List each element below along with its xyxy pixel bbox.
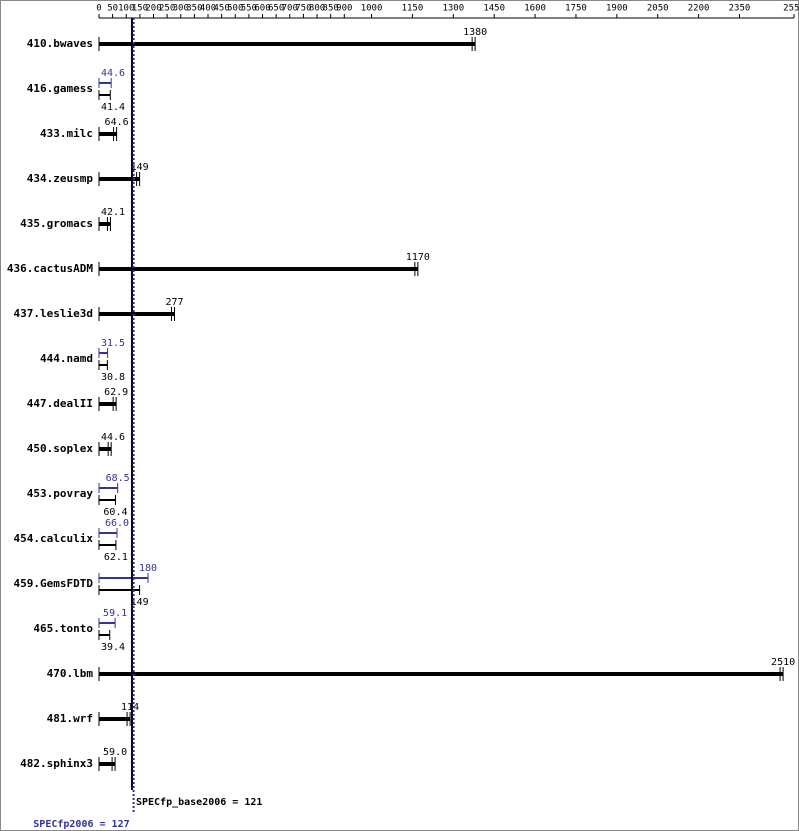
category-label: 447.dealII [27, 397, 93, 410]
x-tick-label: 700 [282, 4, 298, 14]
category-label: 470.lbm [47, 667, 94, 680]
value-label: 31.5 [101, 338, 125, 349]
x-tick-label: 150 [132, 4, 148, 14]
value-label: 59.0 [103, 747, 127, 758]
value-label: 41.4 [101, 102, 125, 113]
x-tick-label: 900 [336, 4, 352, 14]
x-tick-label: 1000 [361, 4, 383, 14]
category-label: 450.soplex [27, 442, 94, 455]
value-label: 114 [121, 702, 139, 713]
x-tick-label: 500 [227, 4, 243, 14]
bar [99, 762, 116, 766]
bar [99, 177, 140, 181]
value-label: 68.5 [106, 473, 130, 484]
x-tick-label: 2200 [688, 4, 710, 14]
x-tick-label: 1600 [524, 4, 546, 14]
bar [99, 222, 111, 226]
value-label: 30.8 [101, 372, 125, 383]
value-label: 149 [131, 162, 149, 173]
category-label: 434.zeusmp [27, 172, 94, 185]
value-label: 42.1 [101, 207, 125, 218]
x-tick-label: 1150 [402, 4, 424, 14]
x-tick-label: 850 [323, 4, 339, 14]
bar [99, 42, 476, 46]
x-tick-label: 2350 [729, 4, 751, 14]
reference-label: SPECfp2006 = 127 [33, 819, 129, 830]
value-label: 39.4 [101, 642, 125, 653]
x-tick-label: 200 [145, 4, 161, 14]
x-tick-label: 450 [214, 4, 230, 14]
x-tick-label: 1300 [442, 4, 464, 14]
bar [99, 132, 117, 136]
bar [99, 364, 108, 366]
category-label: 416.gamess [27, 82, 93, 95]
value-label: 1380 [463, 27, 487, 38]
category-label: 465.tonto [33, 622, 93, 635]
value-label: 149 [131, 597, 149, 608]
bar [99, 82, 112, 84]
reference-label: SPECfp_base2006 = 121 [136, 797, 262, 808]
bar [99, 312, 175, 316]
bar [99, 672, 784, 676]
x-tick-label: 1750 [565, 4, 587, 14]
category-label: 482.sphinx3 [20, 757, 93, 770]
bar [99, 622, 116, 624]
bar [99, 352, 108, 354]
bar [99, 634, 110, 636]
value-label: 66.0 [105, 518, 129, 529]
bar [99, 94, 111, 96]
value-label: 1170 [406, 252, 430, 263]
bar [99, 487, 118, 489]
value-label: 62.1 [104, 552, 128, 563]
x-tick-label: 350 [186, 4, 202, 14]
x-tick-label: 800 [309, 4, 325, 14]
bar [99, 499, 116, 501]
category-label: 453.povray [27, 487, 94, 500]
value-label: 62.9 [104, 387, 128, 398]
bar [99, 532, 117, 534]
category-label: 444.namd [40, 352, 93, 365]
category-label: 433.milc [40, 127, 93, 140]
category-label: 454.calculix [14, 532, 94, 545]
bar [99, 589, 140, 591]
bar [99, 544, 116, 546]
x-tick-label: 2050 [647, 4, 669, 14]
x-tick-label: 650 [268, 4, 284, 14]
value-label: 2510 [771, 657, 795, 668]
value-label: 277 [165, 297, 183, 308]
bar [99, 402, 117, 406]
bar [99, 447, 112, 451]
value-label: 44.6 [101, 432, 125, 443]
value-label: 180 [139, 563, 157, 574]
x-tick-label: 1900 [606, 4, 628, 14]
category-label: 436.cactusADM [7, 262, 93, 275]
x-tick-label: 300 [173, 4, 189, 14]
category-label: 437.leslie3d [14, 307, 93, 320]
bar [99, 577, 149, 579]
value-label: 59.1 [103, 608, 127, 619]
x-tick-label: 250 [159, 4, 175, 14]
x-tick-label: 550 [241, 4, 257, 14]
bar [99, 717, 131, 721]
category-label: 410.bwaves [27, 37, 93, 50]
category-label: 459.GemsFDTD [14, 577, 94, 590]
x-tick-label: 2550 [783, 4, 799, 14]
x-tick-label: 750 [295, 4, 311, 14]
x-tick-label: 100 [118, 4, 134, 14]
bar [99, 267, 418, 271]
value-label: 60.4 [103, 507, 127, 518]
x-tick-label: 50 [107, 4, 118, 14]
value-label: 64.6 [105, 117, 129, 128]
category-label: 435.gromacs [20, 217, 93, 230]
x-tick-label: 600 [254, 4, 270, 14]
category-label: 481.wrf [47, 712, 93, 725]
x-tick-label: 1450 [483, 4, 505, 14]
value-label: 44.6 [101, 68, 125, 79]
x-tick-label: 400 [200, 4, 216, 14]
x-tick-label: 0 [96, 4, 101, 14]
